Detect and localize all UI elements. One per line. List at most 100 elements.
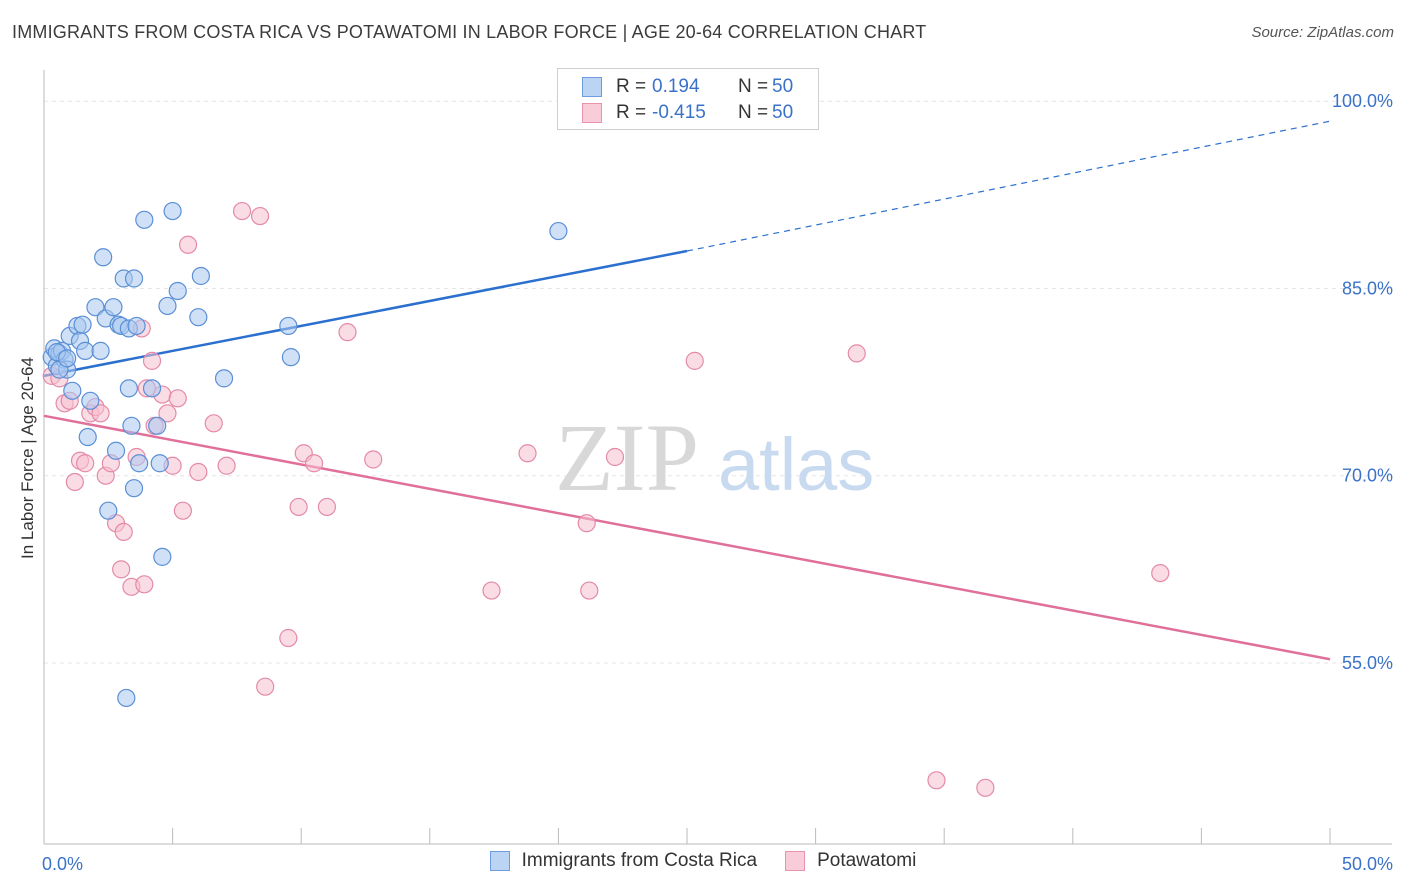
- point-costa-rica: [81, 391, 100, 410]
- point-potawatomi: [847, 344, 866, 363]
- point-potawatomi: [1151, 563, 1170, 583]
- point-potawatomi: [518, 444, 537, 463]
- point-potawatomi: [482, 581, 501, 600]
- point-costa-rica: [281, 348, 301, 367]
- r-value-pink: -0.415: [652, 102, 706, 123]
- point-potawatomi: [338, 323, 357, 342]
- point-potawatomi: [158, 404, 177, 423]
- y-tick-label: 85.0%: [1342, 278, 1393, 298]
- point-costa-rica: [122, 416, 141, 435]
- point-potawatomi: [135, 575, 154, 594]
- axes: [43, 70, 1392, 845]
- point-costa-rica: [214, 369, 234, 388]
- point-potawatomi: [76, 454, 95, 473]
- point-potawatomi: [65, 472, 84, 492]
- point-costa-rica: [150, 454, 169, 473]
- data-points: [42, 201, 1170, 797]
- legend-label-costa-rica: Immigrants from Costa Rica: [521, 850, 758, 871]
- point-costa-rica: [119, 379, 138, 398]
- r-label: R =: [616, 102, 647, 123]
- point-potawatomi: [685, 351, 704, 370]
- r-value-blue: 0.194: [652, 76, 700, 97]
- point-potawatomi: [142, 351, 162, 370]
- point-costa-rica: [135, 210, 154, 229]
- gridlines: [44, 100, 1392, 664]
- pink-swatch: [582, 103, 602, 123]
- point-costa-rica: [99, 501, 118, 520]
- point-costa-rica: [124, 479, 144, 498]
- watermark-atlas: atlas: [718, 423, 874, 506]
- point-costa-rica: [94, 248, 113, 267]
- point-costa-rica: [127, 316, 146, 336]
- point-costa-rica: [142, 379, 162, 398]
- source-label: Source: ZipAtlas.com: [1251, 24, 1394, 41]
- point-potawatomi: [317, 497, 337, 517]
- trend-lines: [43, 120, 1331, 661]
- point-potawatomi: [204, 414, 223, 433]
- point-potawatomi: [304, 454, 324, 473]
- point-potawatomi: [114, 522, 133, 542]
- point-potawatomi: [577, 514, 596, 533]
- legend-row-blue: R = 0.194 N = 50: [582, 75, 793, 99]
- x-tick-label-start: 0.0%: [42, 854, 83, 874]
- blue-swatch: [489, 851, 510, 871]
- legend-label-potawatomi: Potawatomi: [817, 850, 917, 871]
- tick-labels: 55.0% 70.0% 85.0% 100.0% 0.0% 50.0%: [42, 91, 1393, 874]
- point-potawatomi: [580, 581, 599, 600]
- point-costa-rica: [153, 547, 172, 566]
- point-costa-rica: [104, 298, 123, 317]
- point-potawatomi: [91, 404, 110, 423]
- point-potawatomi: [250, 206, 270, 226]
- point-potawatomi: [173, 501, 192, 520]
- point-costa-rica: [124, 269, 144, 288]
- point-costa-rica: [148, 416, 167, 435]
- point-potawatomi: [605, 447, 625, 467]
- point-costa-rica: [189, 308, 208, 327]
- n-value-pink: 50: [772, 102, 794, 123]
- point-costa-rica: [191, 266, 210, 286]
- y-tick-label: 100.0%: [1332, 91, 1393, 111]
- y-tick-label: 55.0%: [1342, 653, 1393, 673]
- chart-title: IMMIGRANTS FROM COSTA RICA VS POTAWATOMI…: [12, 22, 927, 42]
- point-potawatomi: [217, 456, 236, 475]
- point-potawatomi: [289, 497, 308, 517]
- point-costa-rica: [279, 316, 298, 336]
- point-costa-rica: [163, 201, 182, 221]
- y-tick-label: 70.0%: [1342, 466, 1393, 486]
- point-costa-rica: [549, 221, 568, 241]
- n-label: N =: [738, 102, 769, 123]
- point-costa-rica: [76, 341, 95, 360]
- point-potawatomi: [279, 628, 298, 648]
- n-label: N =: [738, 76, 769, 97]
- legend-item-potawatomi: Potawatomi: [785, 850, 916, 872]
- x-tick-label-end: 50.0%: [1342, 854, 1393, 874]
- point-costa-rica: [106, 441, 126, 460]
- pink-swatch: [785, 851, 806, 871]
- legend-row-pink: R = -0.415 N = 50: [582, 101, 793, 125]
- trend-line-costa-rica: [43, 249, 688, 378]
- point-potawatomi: [256, 677, 275, 696]
- point-potawatomi: [976, 778, 995, 797]
- point-costa-rica: [73, 315, 92, 334]
- point-costa-rica: [168, 281, 187, 301]
- point-costa-rica: [78, 427, 97, 447]
- point-costa-rica: [117, 688, 136, 708]
- point-potawatomi: [232, 201, 252, 221]
- point-costa-rica: [63, 381, 82, 400]
- point-potawatomi: [168, 389, 187, 408]
- legend-item-costa-rica: Immigrants from Costa Rica: [489, 850, 758, 872]
- point-costa-rica: [86, 298, 105, 317]
- blue-swatch: [582, 77, 602, 97]
- watermark: ZIP atlas: [555, 404, 874, 511]
- point-potawatomi: [364, 450, 383, 469]
- point-potawatomi: [189, 462, 208, 482]
- point-potawatomi: [927, 771, 946, 790]
- trend-line-costa-rica-extension: [686, 120, 1331, 252]
- trend-line-potawatomi: [43, 414, 1331, 661]
- r-label: R =: [616, 76, 647, 97]
- point-potawatomi: [178, 235, 198, 254]
- correlation-legend: R = 0.194 N = 50 R = -0.415 N = 50: [557, 68, 819, 130]
- point-potawatomi: [112, 560, 131, 579]
- point-costa-rica: [130, 454, 149, 473]
